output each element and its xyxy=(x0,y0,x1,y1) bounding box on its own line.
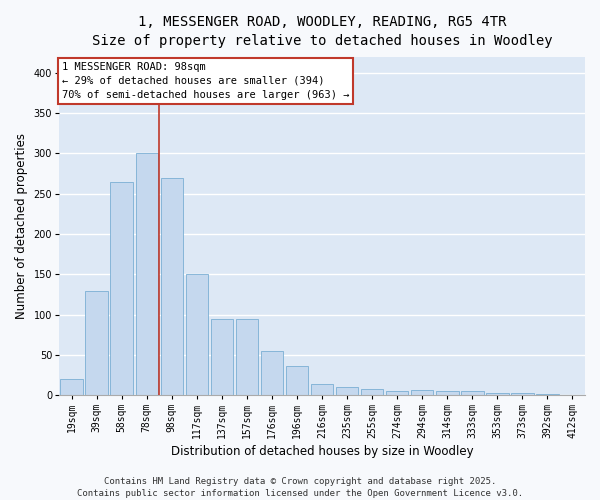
Bar xyxy=(386,392,409,396)
Bar xyxy=(211,318,233,396)
Bar xyxy=(486,393,509,396)
Bar xyxy=(136,154,158,396)
Bar xyxy=(61,379,83,396)
Title: 1, MESSENGER ROAD, WOODLEY, READING, RG5 4TR
Size of property relative to detach: 1, MESSENGER ROAD, WOODLEY, READING, RG5… xyxy=(92,15,553,48)
Bar xyxy=(461,392,484,396)
Bar xyxy=(85,290,108,396)
Bar xyxy=(311,384,334,396)
Bar xyxy=(161,178,183,396)
Bar xyxy=(110,182,133,396)
Bar xyxy=(411,390,433,396)
Bar xyxy=(336,388,358,396)
Bar xyxy=(561,394,584,396)
Bar xyxy=(511,393,533,396)
Y-axis label: Number of detached properties: Number of detached properties xyxy=(15,133,28,319)
Bar xyxy=(286,366,308,396)
Bar xyxy=(236,318,258,396)
Text: 1 MESSENGER ROAD: 98sqm
← 29% of detached houses are smaller (394)
70% of semi-d: 1 MESSENGER ROAD: 98sqm ← 29% of detache… xyxy=(62,62,349,100)
X-axis label: Distribution of detached houses by size in Woodley: Distribution of detached houses by size … xyxy=(171,444,473,458)
Bar xyxy=(261,351,283,396)
Bar xyxy=(536,394,559,396)
Bar xyxy=(361,389,383,396)
Bar xyxy=(436,392,458,396)
Text: Contains HM Land Registry data © Crown copyright and database right 2025.
Contai: Contains HM Land Registry data © Crown c… xyxy=(77,476,523,498)
Bar xyxy=(185,274,208,396)
